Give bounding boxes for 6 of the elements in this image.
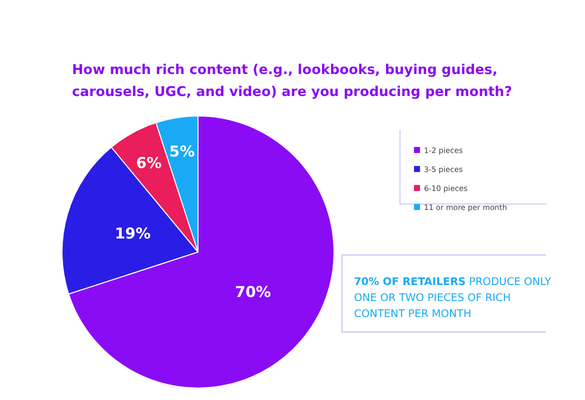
data-label: 19%: [114, 224, 151, 242]
data-label: 70%: [235, 283, 271, 302]
chart-title: How much rich content (e.g., lookbooks, buying guides, carousels, UGC, and video) are you producing per month?: [72, 62, 512, 100]
data-label: 5%: [169, 142, 195, 161]
data-label: 6%: [136, 154, 162, 172]
text: 70% OF RETAILERS PRODUCE ONLY ONE OR TWO PIECES OF RICH CONTENT PER MONTH: [354, 276, 552, 320]
